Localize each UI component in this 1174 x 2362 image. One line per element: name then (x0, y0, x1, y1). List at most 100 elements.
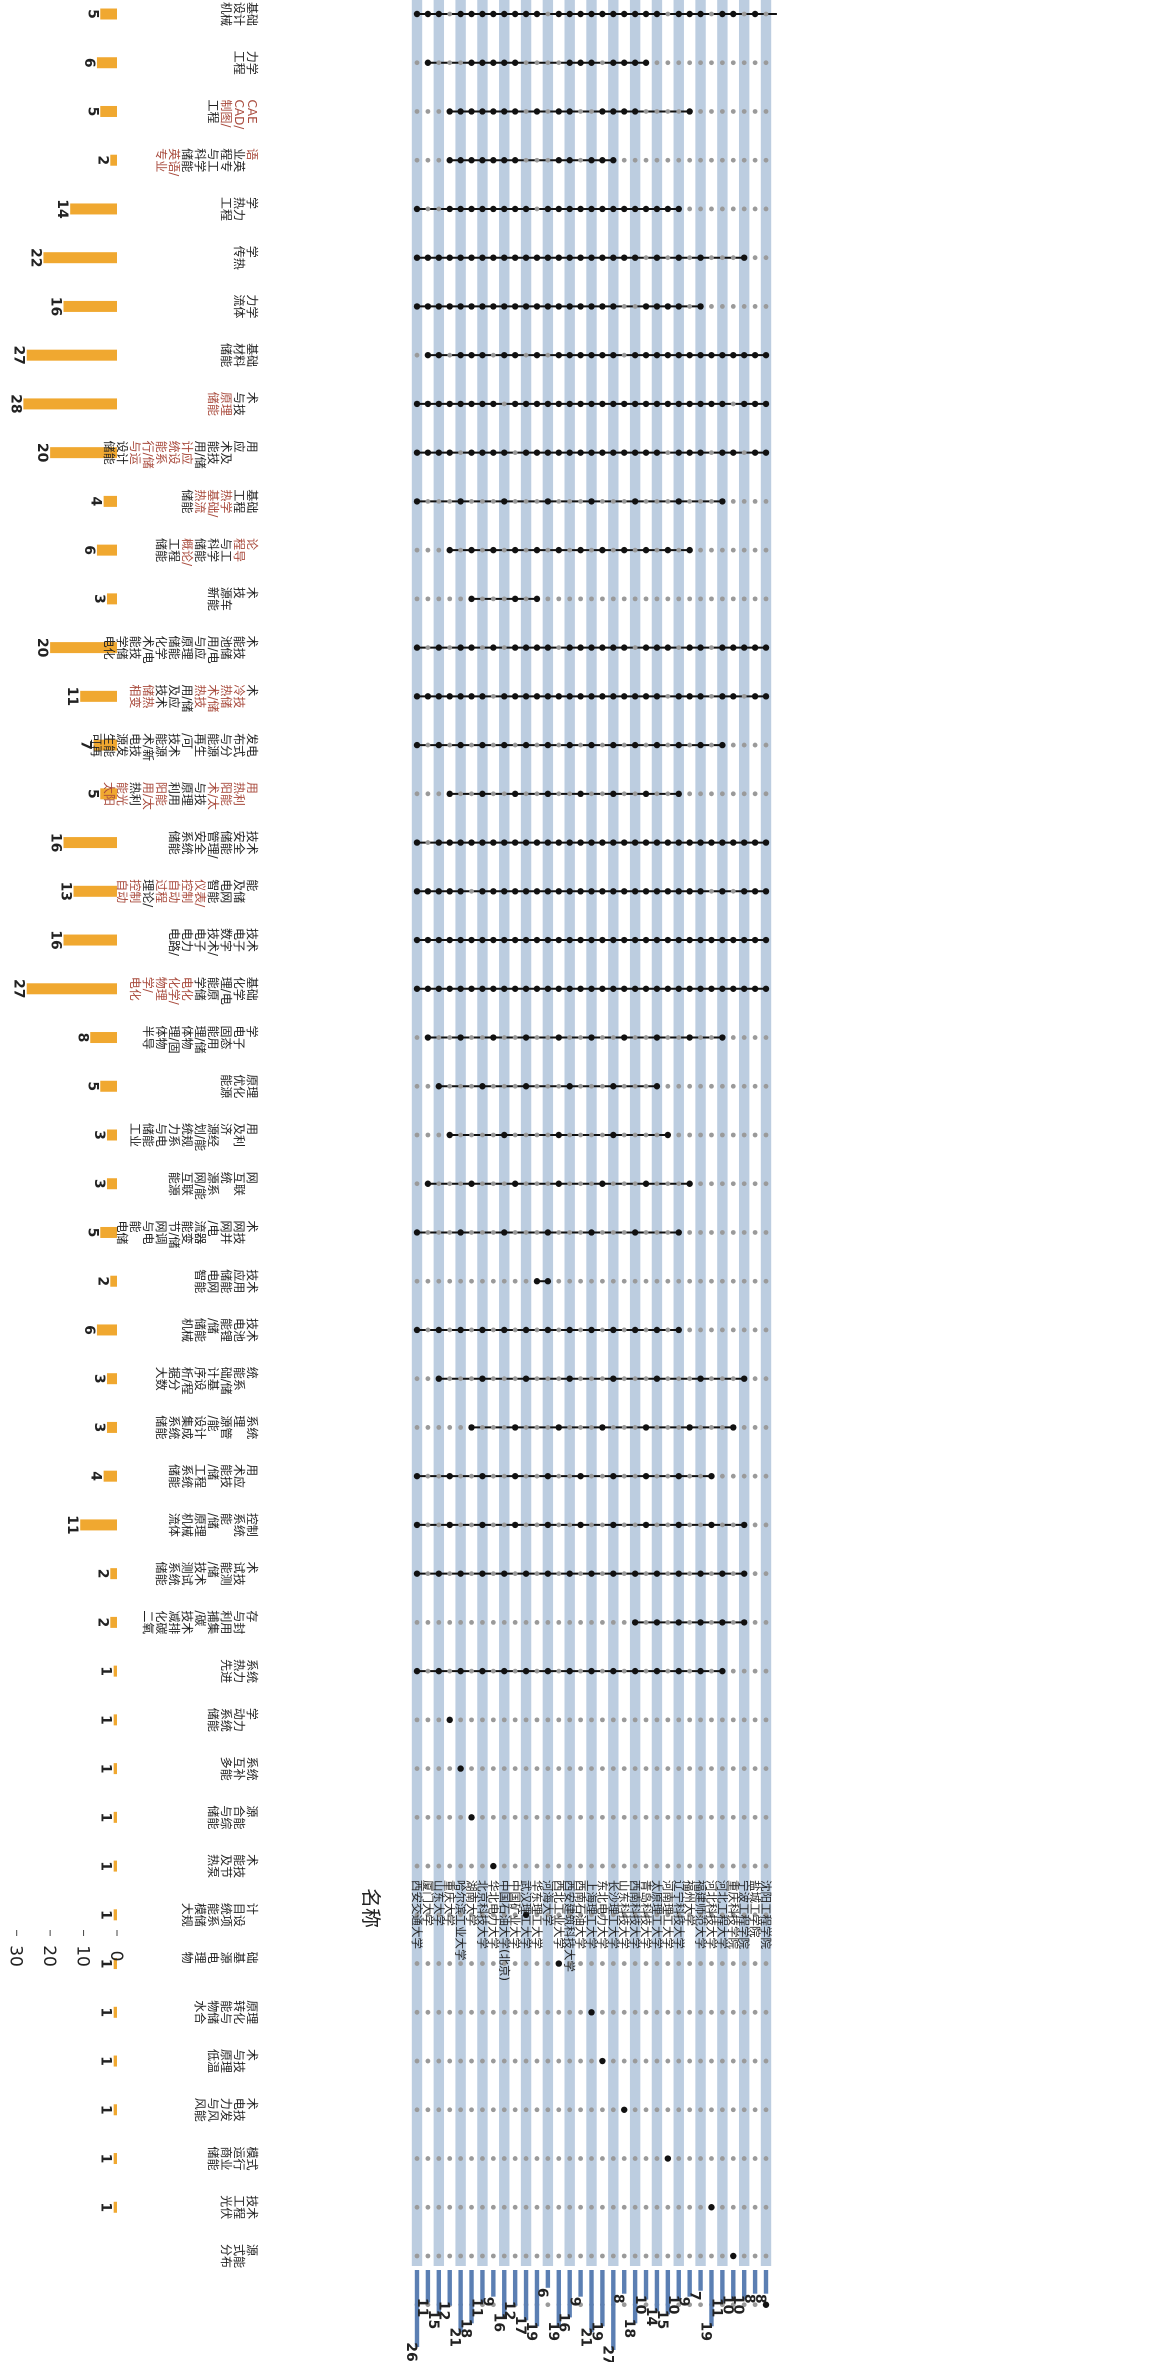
course-label-line: 工业 (128, 1123, 142, 1147)
matrix-dot-active (522, 254, 530, 261)
matrix-dot-inactive (447, 11, 453, 17)
matrix-dot-inactive (632, 1035, 638, 1040)
matrix-dot-inactive (480, 547, 485, 553)
matrix-dot-inactive (447, 2058, 453, 2064)
university-count-bar (720, 2270, 725, 2303)
matrix-dot-active (511, 157, 519, 164)
course-label-line: 模储 (193, 1903, 208, 1927)
matrix-dot-inactive (643, 2204, 649, 2210)
matrix-dot-inactive (643, 498, 649, 504)
matrix-dot-inactive (741, 206, 747, 212)
course-label-line: 二氧 (141, 1610, 155, 1634)
matrix-dot-inactive (698, 1327, 703, 1333)
matrix-dot-inactive (665, 1912, 671, 1918)
matrix-dot-inactive (436, 791, 442, 797)
matrix-dot-active (610, 1375, 617, 1382)
matrix-dot-active (762, 839, 770, 846)
matrix-dot-inactive (698, 1083, 703, 1089)
matrix-dot-active (599, 449, 606, 456)
matrix-dot-inactive (610, 1961, 616, 1966)
matrix-dot-inactive (752, 2302, 758, 2308)
matrix-dot-active (413, 936, 421, 944)
course-label-line: 技术 (193, 1562, 207, 1586)
matrix-dot-active (501, 157, 508, 164)
matrix-dot-active (533, 108, 541, 115)
matrix-dot-inactive (545, 1035, 551, 1040)
matrix-dot-active (413, 10, 421, 18)
matrix-dot-inactive (578, 2058, 583, 2064)
matrix-dot-inactive (490, 1181, 496, 1187)
course-label-line: 统项 (219, 1903, 233, 1927)
matrix-dot-inactive (752, 1863, 758, 1869)
matrix-dot-inactive (534, 1376, 540, 1382)
matrix-dot-inactive (676, 547, 682, 553)
course-label-line: /储 (206, 1464, 221, 1480)
matrix-dot-active (479, 10, 486, 18)
matrix-dot-active (413, 741, 421, 749)
matrix-dot-active (610, 205, 617, 213)
course-label-line: 大规 (180, 1903, 195, 1927)
matrix-dot-active (479, 985, 486, 992)
matrix-dot-inactive (698, 2058, 703, 2064)
course-label-line: 及储 (232, 879, 247, 903)
matrix-dot-inactive (752, 255, 758, 261)
course-label-line: 集成 (180, 1415, 195, 1439)
matrix-dot-inactive (567, 1425, 573, 1430)
course-count-label: 1 (98, 2154, 114, 2164)
matrix-dot-active (653, 1375, 661, 1382)
matrix-dot-inactive (523, 1814, 529, 1820)
matrix-dot-inactive (654, 1473, 660, 1479)
matrix-dot-inactive (512, 1961, 518, 1966)
matrix-dot-inactive (676, 2204, 682, 2210)
course-label-line: 控制 (128, 879, 142, 903)
matrix-dot-inactive (480, 2107, 485, 2113)
course-label-line: 术 (245, 684, 259, 696)
matrix-dot-inactive (490, 1717, 496, 1723)
matrix-dot-inactive (730, 791, 736, 797)
matrix-dot-inactive (719, 791, 725, 797)
matrix-dot-inactive (567, 1181, 573, 1187)
matrix-dot-inactive (763, 1083, 769, 1089)
matrix-dot-active (555, 303, 562, 310)
matrix-dot-inactive (730, 1619, 736, 1625)
matrix-dot-active (555, 400, 562, 408)
matrix-dot-inactive (600, 791, 605, 797)
matrix-dot-inactive (719, 1425, 725, 1430)
matrix-dot-inactive (589, 1132, 594, 1138)
matrix-dot-inactive (414, 1278, 420, 1284)
matrix-dot-inactive (632, 791, 638, 797)
matrix-dot-inactive (589, 1425, 594, 1430)
matrix-dot-inactive (719, 1278, 725, 1284)
matrix-dot-inactive (709, 2156, 714, 2161)
course-count-label: 5 (84, 1081, 100, 1091)
matrix-dot-inactive (447, 352, 453, 358)
matrix-dot-inactive (578, 1425, 583, 1430)
matrix-dot-active (697, 303, 704, 310)
matrix-dot-inactive (469, 498, 474, 504)
course-label-line: 技 (232, 587, 246, 599)
matrix-dot-active (544, 400, 552, 408)
matrix-dot-active (479, 693, 486, 700)
university-count-label: 7 (687, 2291, 703, 2301)
matrix-dot-inactive (490, 1814, 496, 1820)
matrix-dot-active (435, 839, 443, 846)
matrix-dot-inactive (556, 1327, 562, 1333)
course-label-line: 术/储 (206, 684, 221, 712)
matrix-dot-inactive (643, 1717, 649, 1723)
matrix-dot-active (566, 351, 573, 359)
matrix-dot-inactive (480, 2156, 485, 2161)
university-count-bar (414, 2270, 420, 2348)
matrix-dot-active (544, 303, 552, 310)
matrix-dot-active (413, 1472, 421, 1480)
matrix-dot-inactive (480, 1425, 485, 1430)
matrix-dot-inactive (752, 742, 758, 748)
matrix-dot-inactive (512, 1230, 518, 1235)
matrix-dot-inactive (654, 60, 660, 66)
matrix-dot-active (621, 2106, 628, 2113)
matrix-dot-active (555, 205, 562, 213)
matrix-dot-active (631, 693, 639, 700)
matrix-dot-active (708, 839, 715, 846)
matrix-dot-inactive (687, 498, 693, 504)
matrix-dot-inactive (578, 1814, 583, 1820)
matrix-dot-active (435, 1375, 443, 1382)
